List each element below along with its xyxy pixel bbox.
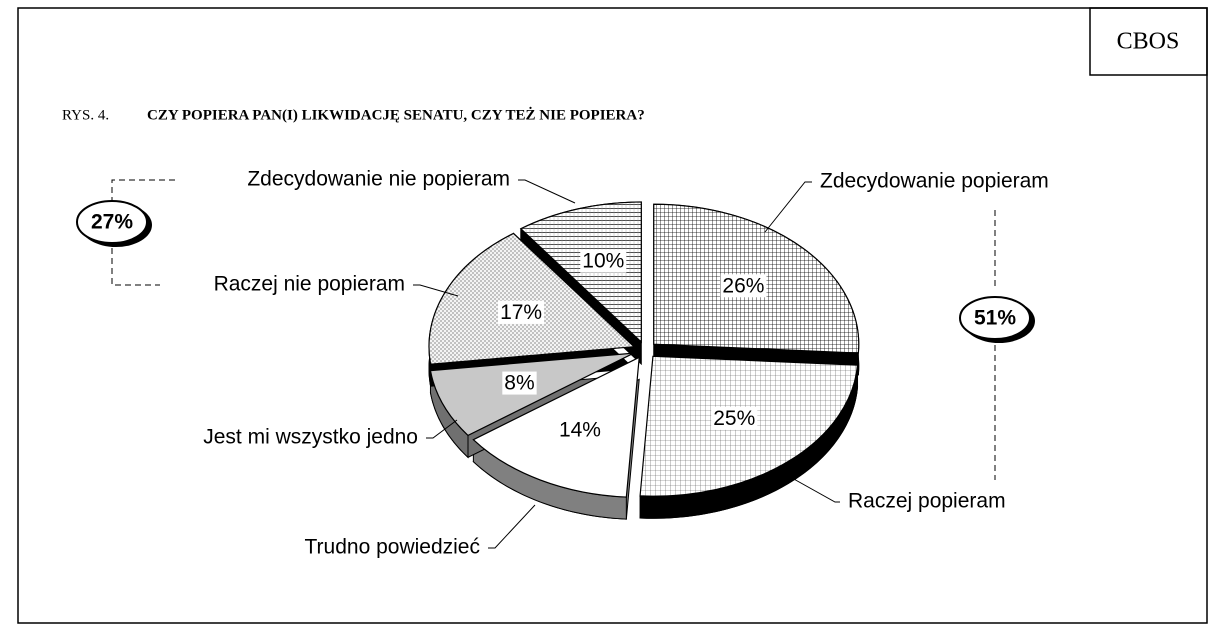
category-label: Jest mi wszystko jedno (203, 426, 418, 449)
value-label: 14% (559, 419, 601, 442)
source: CBOS (1117, 29, 1180, 55)
leader-line (413, 284, 459, 297)
leader-line (791, 477, 840, 503)
frame (17, 7, 1208, 624)
group-51: 51% (959, 210, 1035, 480)
category-label: Zdecydowanie popieram (820, 170, 1049, 193)
value-label-bg (580, 249, 627, 273)
value-label-bg (711, 406, 758, 430)
slice (472, 356, 640, 498)
category-label: Raczej popieram (848, 490, 1006, 513)
slice (428, 232, 636, 365)
value-label: 8% (504, 372, 534, 395)
pie: 26% 25% 14% 8% 17% 10% (428, 201, 860, 520)
leader-line (488, 504, 536, 549)
category-label: Raczej nie popieram (214, 273, 405, 296)
group-27: 27% (76, 179, 175, 286)
leader-line (764, 181, 812, 233)
value-label: 17% (500, 301, 542, 324)
value-label-bg (502, 371, 537, 395)
leader-line (518, 179, 576, 204)
value-label-bg (556, 418, 603, 442)
category-label: Trudno powiedzieć (305, 536, 481, 559)
figure-label: RYS. 4. (62, 107, 109, 123)
value-label: 25% (713, 407, 755, 430)
value-label: 10% (582, 250, 624, 273)
chart-title: CZY POPIERA PAN(I) LIKWIDACJĘ SENATU, CZ… (147, 106, 645, 123)
source-box (1089, 7, 1208, 76)
value-label: 26% (722, 274, 764, 297)
category-label: Zdecydowanie nie popieram (247, 168, 510, 191)
group-label: 51% (974, 307, 1016, 330)
value-label-bg (720, 274, 767, 298)
value-label-bg (498, 300, 545, 324)
group-label: 27% (91, 211, 133, 234)
leader-line (426, 419, 458, 439)
